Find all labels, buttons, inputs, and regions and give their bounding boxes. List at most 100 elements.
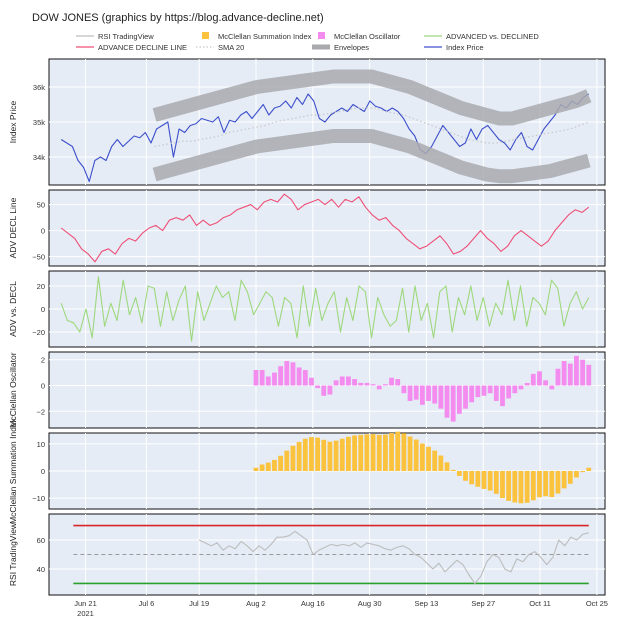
bar [401,385,407,394]
bar [346,376,351,386]
bar [580,471,586,473]
bar [290,445,296,471]
bar [463,385,468,409]
panel-index-price: 34k 35k 36k Index Price [8,58,606,186]
series-line [60,93,590,183]
y-tick-label: 0 [41,381,45,390]
bar [376,434,382,471]
bar [253,370,259,386]
bar [265,462,271,471]
series-line [60,276,590,342]
bar [555,471,561,494]
bar [296,441,302,471]
bar [463,471,468,481]
y-tick-label: 40 [37,565,45,574]
chart-title: DOW JONES (graphics by https://blog.adva… [32,12,324,24]
bar [426,385,431,401]
bar [543,471,549,497]
bar [389,377,394,386]
bar [555,368,561,386]
panel-mcclellan-summation: −10 0 10 McClellan Summation Index [8,417,606,524]
bar [432,385,438,404]
bar [315,437,321,471]
bar [432,450,438,471]
bar [364,434,370,471]
bar [413,439,419,471]
bar [518,471,524,504]
x-tick-label: Aug 30 [358,599,382,608]
panel-ylabel: ADV DECL Line [8,197,18,258]
bar [272,459,277,471]
bar [487,471,493,491]
bar [549,385,555,390]
x-tick-label: Jul 6 [138,599,154,608]
bar [475,385,481,398]
bar [537,471,542,498]
y-tick-label: 20 [37,282,45,291]
y-tick-label: −10 [32,494,45,503]
bar [450,469,456,471]
x-tick-label: Jul 19 [189,599,209,608]
bar [444,385,450,418]
x-axis: Jun 21 Jul 6 Jul 19 Aug 2 Aug 16 Aug 30 Sep 13… [74,599,608,618]
bar [530,373,536,386]
bar [370,384,376,386]
bar [315,385,321,389]
bar [259,464,265,471]
x-tick-label: Jun 21 [74,599,97,608]
bar [450,385,456,422]
bar [346,436,351,471]
bar [444,462,450,471]
bar [278,455,284,471]
bar [265,376,271,386]
bar [395,379,401,386]
sma-20-line [154,107,589,148]
legend-label: ADVANCE DECLINE LINE [98,43,187,52]
bar [506,385,512,399]
bar [586,364,592,386]
legend-swatch [318,32,325,39]
bar [358,382,364,386]
bar [321,439,327,471]
bar [500,385,505,407]
bar [309,377,314,386]
bar [290,362,296,386]
legend-entry: ADVANCED vs. DECLINED [424,32,539,41]
panel-ylabel: RSI TradingView [8,522,18,586]
bar [284,450,290,471]
bar [524,471,530,503]
bar [426,446,431,471]
bar [382,384,388,386]
bar [327,385,333,395]
bar [407,436,413,471]
bar [438,385,444,409]
x-year-label: 2021 [77,609,94,618]
bar [567,363,573,386]
bar [272,372,277,386]
bar [543,380,549,386]
x-tick-label: Sep 13 [415,599,439,608]
bar [518,385,524,390]
bar [370,434,376,471]
bar [395,431,401,471]
series-line [60,193,590,263]
y-tick-label: −20 [32,328,45,337]
panel-rsi: 40 60 RSI TradingView [8,513,606,596]
legend-entry: Envelopes [312,43,369,52]
y-tick-label: 10 [37,440,45,449]
bar [333,380,339,386]
legend-entry: McClellan Oscillator [318,32,401,41]
bar [512,385,518,394]
bar [469,385,475,403]
bar [382,434,388,471]
panel-background [48,189,606,267]
bar [278,366,284,386]
x-tick-label: Oct 11 [529,599,551,608]
bar [309,437,314,471]
bar [438,455,444,471]
bar [506,471,512,501]
bar [530,471,536,501]
bar [512,471,518,503]
bar [419,385,425,405]
